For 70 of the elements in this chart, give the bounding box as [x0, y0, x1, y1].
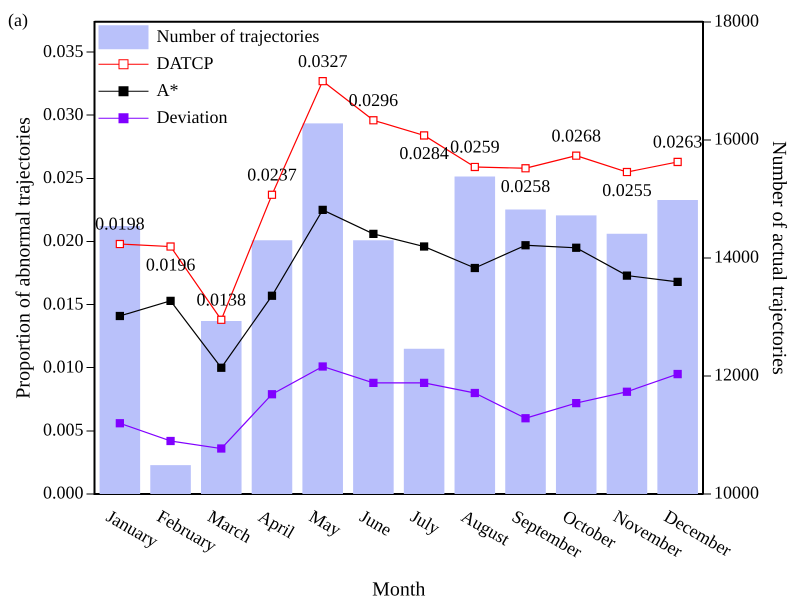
x-tick-label: June	[356, 506, 396, 540]
point	[268, 390, 276, 398]
point	[674, 370, 682, 378]
point	[116, 240, 124, 248]
x-tick-label: July	[407, 506, 444, 538]
point	[217, 444, 226, 453]
point	[318, 206, 327, 214]
point	[369, 116, 378, 124]
point	[116, 419, 124, 428]
point	[268, 190, 276, 199]
text: (a)	[8, 10, 28, 31]
y2-axis-title: Number of actual trajectories	[768, 141, 790, 376]
point	[420, 378, 428, 388]
y2-tick-label: 12000	[714, 364, 759, 385]
point	[116, 312, 124, 320]
y2-tick-label: 14000	[714, 246, 759, 267]
point	[166, 436, 175, 446]
y-tick-label: 0.030	[43, 104, 84, 124]
y-axis-title: Proportion of abnormal trajectories	[12, 116, 34, 399]
y-tick-label: 0.015	[43, 293, 84, 314]
point	[420, 131, 428, 140]
point	[470, 388, 479, 398]
point	[166, 242, 175, 251]
y-tick-label: 0.025	[43, 167, 84, 188]
y-tick-label: 0.000	[43, 482, 84, 503]
data-label: 0.0258	[500, 176, 550, 196]
point	[674, 158, 682, 166]
data-label: 0.0296	[348, 90, 398, 110]
y-tick-label: 0.005	[43, 420, 84, 440]
legend-label: Number of trajectories	[156, 26, 320, 46]
point	[268, 292, 276, 300]
data-label: 0.0198	[95, 214, 145, 234]
point	[470, 162, 479, 172]
point	[521, 241, 530, 250]
data-label: 0.0263	[652, 132, 702, 152]
y-tick-label: 0.010	[43, 356, 84, 376]
point	[521, 164, 530, 172]
point	[369, 230, 378, 238]
point	[369, 378, 378, 388]
legend-label: DATCP	[156, 53, 214, 74]
point	[572, 398, 580, 408]
point	[217, 316, 226, 324]
point	[622, 388, 632, 396]
point	[572, 244, 580, 252]
point	[217, 364, 226, 372]
y2-tick-label: 10000	[714, 482, 759, 503]
point	[622, 271, 632, 280]
legend-label: A*	[156, 80, 178, 100]
data-label: 0.0259	[450, 136, 500, 157]
point	[318, 77, 327, 86]
data-label: 0.0327	[298, 50, 348, 71]
data-label: 0.0268	[551, 125, 601, 146]
y2-tick-label: 18000	[714, 10, 759, 31]
y-tick-label: 0.020	[43, 230, 84, 250]
point	[420, 242, 428, 251]
y2-tick-label: 16000	[714, 128, 759, 149]
point	[470, 264, 479, 272]
point	[166, 296, 175, 305]
x-axis-title: Month	[372, 578, 426, 600]
x-tick-label: May	[306, 506, 344, 540]
point	[674, 278, 682, 286]
point	[318, 362, 327, 371]
point	[572, 151, 580, 160]
legend-label: Deviation	[156, 107, 228, 128]
point	[521, 414, 530, 422]
x-tick-label: April	[255, 506, 298, 542]
data-label: 0.0255	[602, 180, 652, 200]
data-label: 0.0284	[399, 143, 449, 164]
y-tick-label: 0.035	[43, 40, 84, 61]
point	[622, 168, 632, 176]
